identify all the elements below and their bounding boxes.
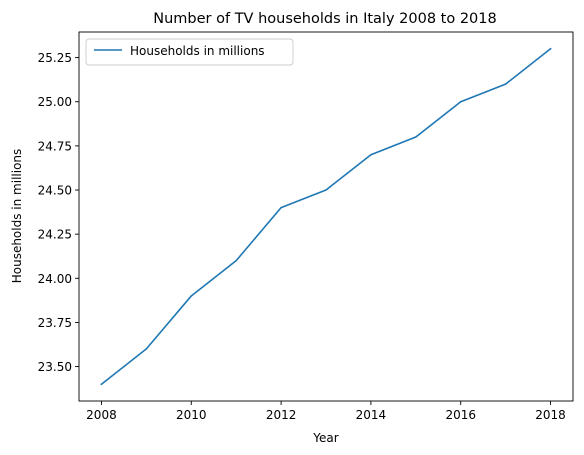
y-tick-label: 24.25: [38, 228, 72, 242]
data-point: [190, 295, 193, 297]
y-tick-label: 23.75: [38, 316, 72, 330]
x-tick-label: 2014: [356, 408, 387, 422]
x-tick-label: 2016: [445, 408, 476, 422]
axis-ticks: 2008 2010 2012 2014 2016 2018 23.50 23.75 24.00 2…: [38, 51, 566, 422]
x-tick-label: 2012: [266, 408, 297, 422]
data-point: [235, 259, 237, 262]
data-point: [325, 189, 327, 191]
data-point: [280, 206, 282, 209]
y-tick-label: 25.25: [38, 51, 72, 65]
chart-title: Number of TV households in Italy 2008 to…: [153, 11, 496, 27]
x-tick-label: 2008: [86, 408, 117, 422]
data-point: [145, 348, 148, 350]
data-point: [549, 47, 552, 50]
y-tick-label: 24.00: [38, 272, 72, 286]
legend: Households in millions: [85, 38, 294, 66]
series-lines: [100, 47, 552, 386]
data-point: [100, 383, 103, 386]
x-tick-label: 2018: [535, 408, 566, 422]
y-tick-label: 24.50: [38, 184, 72, 198]
data-point: [459, 100, 462, 103]
legend-label: Households in millions: [130, 44, 265, 58]
y-tick-label: 24.75: [38, 139, 72, 153]
x-axis-label: Year: [312, 431, 338, 445]
plot-area: [78, 31, 574, 402]
data-point: [415, 136, 417, 138]
y-axis-label: Households in millions: [10, 149, 24, 284]
x-tick-label: 2010: [176, 408, 207, 422]
legend-box: [85, 38, 294, 66]
data-point: [370, 153, 372, 156]
y-tick-label: 25.00: [38, 95, 72, 109]
y-tick-label: 23.50: [38, 360, 72, 374]
data-point: [504, 83, 507, 85]
